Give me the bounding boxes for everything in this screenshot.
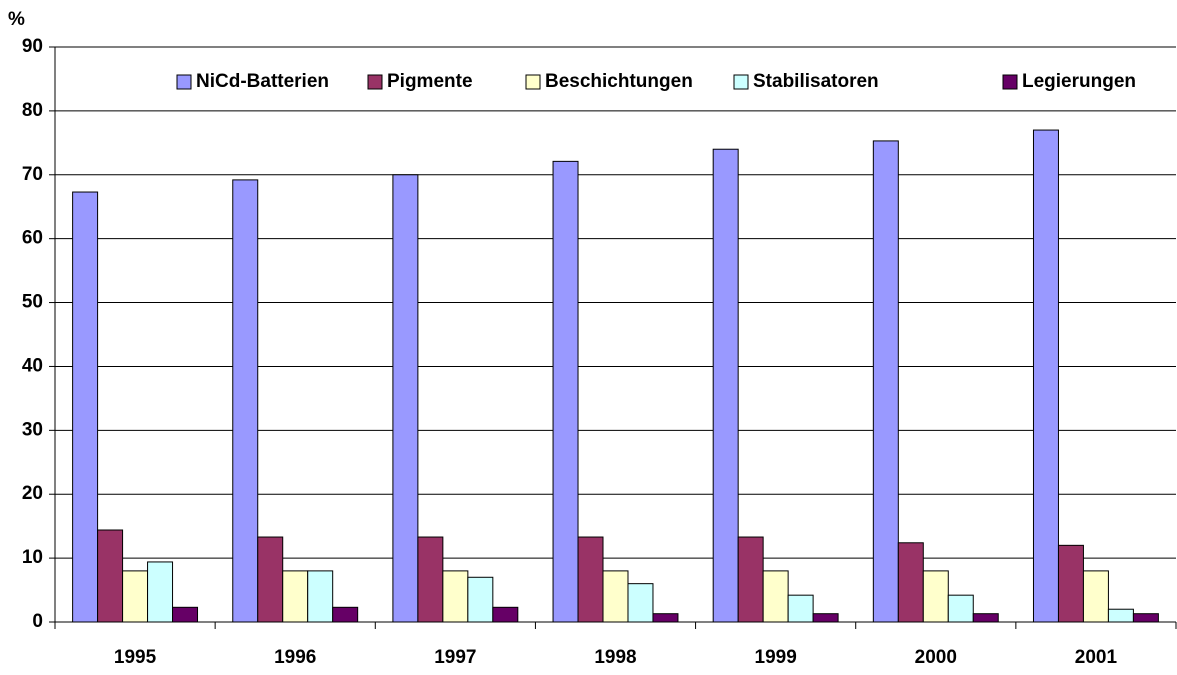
bar: [492, 606, 519, 623]
x-tick-label: 2000: [915, 647, 957, 668]
y-tick-label: 70: [22, 164, 43, 185]
y-tick-label: 30: [22, 419, 43, 440]
x-tick-label: 1995: [114, 647, 157, 668]
bar: [122, 570, 149, 623]
legend-swatch: [525, 74, 541, 90]
legend-label: Pigmente: [387, 71, 473, 92]
bar: [1032, 129, 1059, 623]
x-tick-label: 2001: [1075, 647, 1118, 668]
y-tick-label: 90: [22, 36, 43, 57]
bar: [577, 536, 604, 623]
bar: [897, 542, 924, 623]
bar: [97, 529, 124, 623]
bar: [1132, 613, 1159, 623]
y-axis-label: %: [8, 9, 25, 30]
legend-swatch: [1002, 74, 1018, 90]
bar: [257, 536, 284, 623]
y-tick-label: 60: [22, 228, 43, 249]
bar: [232, 179, 259, 623]
bar: [712, 148, 739, 623]
bar: [922, 570, 949, 623]
bar: [282, 570, 309, 623]
bar: [307, 570, 334, 623]
bar: [147, 561, 174, 623]
bar: [332, 606, 359, 623]
x-tick-label: 1999: [755, 647, 797, 668]
x-tick-label: 1998: [594, 647, 636, 668]
bar: [972, 613, 999, 623]
y-tick-label: 80: [22, 100, 43, 121]
y-tick-label: 40: [22, 355, 43, 376]
legend-swatch: [176, 74, 192, 90]
x-tick-label: 1996: [274, 647, 316, 668]
bar: [72, 191, 99, 623]
legend-swatch: [733, 74, 749, 90]
bar: [1107, 608, 1134, 623]
bar: [947, 594, 974, 623]
legend-swatch: [367, 74, 383, 90]
bar: [1082, 570, 1109, 623]
legend-label: Stabilisatoren: [753, 71, 879, 92]
bar: [787, 594, 814, 623]
bar: [172, 606, 199, 623]
bar: [467, 576, 494, 623]
y-tick-label: 20: [22, 483, 43, 504]
bar: [552, 160, 579, 623]
x-tick-label: 1997: [434, 647, 476, 668]
bar: [737, 536, 764, 623]
bar: [417, 536, 444, 623]
bar: [392, 174, 419, 623]
bar: [652, 613, 679, 623]
y-tick-label: 10: [22, 547, 43, 568]
bar: [1057, 544, 1084, 623]
bar: [762, 570, 789, 623]
legend-label: Beschichtungen: [545, 71, 693, 92]
bar: [872, 140, 899, 623]
legend-label: Legierungen: [1022, 71, 1136, 92]
legend-label: NiCd-Batterien: [196, 71, 329, 92]
bar: [812, 613, 839, 623]
bar: [627, 583, 654, 623]
bar: [602, 570, 629, 623]
bar: [442, 570, 469, 623]
y-tick-label: 50: [22, 292, 43, 313]
y-tick-label: 0: [32, 611, 43, 632]
